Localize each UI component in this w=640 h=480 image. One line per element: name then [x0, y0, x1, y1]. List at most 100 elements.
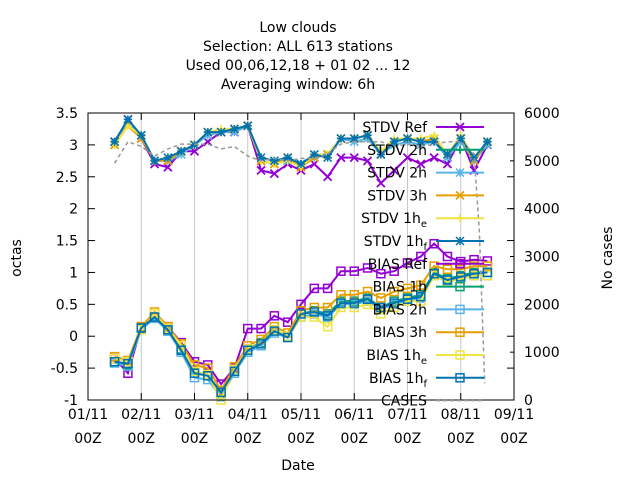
- legend-entry: CASES: [381, 394, 484, 410]
- legend-entry: BIAS Ref: [368, 257, 484, 273]
- legend-label: BIAS 3h: [373, 325, 427, 341]
- data-point: [349, 153, 359, 163]
- series-stdv-1h-f: [110, 114, 492, 169]
- data-point: [482, 267, 493, 278]
- data-point: [123, 114, 133, 124]
- data-point: [322, 283, 333, 294]
- legend-label: BIAS 1h: [373, 280, 427, 296]
- x-tick-label-time: 00Z: [341, 431, 368, 447]
- x-tick-label-time: 00Z: [234, 431, 261, 447]
- data-point: [296, 159, 306, 169]
- legend-entry: BIAS 1he: [366, 348, 484, 367]
- data-point: [416, 251, 426, 262]
- chart-title-line: Averaging window: 6h: [221, 77, 375, 93]
- data-point: [269, 326, 280, 336]
- data-point: [176, 345, 186, 356]
- data-point: [376, 302, 386, 313]
- data-point: [455, 327, 465, 337]
- x-tick-label: 03/11: [174, 407, 214, 423]
- data-point: [429, 153, 439, 163]
- data-point: [336, 266, 346, 276]
- data-point: [123, 358, 133, 369]
- data-point: [416, 280, 426, 290]
- data-point: [309, 283, 320, 294]
- data-point: [402, 133, 413, 144]
- y2-tick-label: 0: [524, 393, 533, 409]
- data-point: [256, 153, 266, 163]
- data-point: [416, 291, 426, 302]
- y2-tick-label: 5000: [524, 154, 560, 170]
- data-point: [349, 133, 359, 144]
- legend-label: STDV 2h: [367, 143, 427, 159]
- x-axis-label: Date: [281, 458, 314, 474]
- data-point: [229, 366, 240, 377]
- legend-entry: STDV 2h: [367, 166, 484, 182]
- data-point: [216, 127, 226, 137]
- data-point: [336, 153, 346, 163]
- data-point: [442, 251, 453, 262]
- data-point: [189, 140, 200, 150]
- data-point: [442, 264, 453, 275]
- data-point: [269, 168, 280, 179]
- data-point: [376, 149, 386, 159]
- data-point: [216, 387, 226, 398]
- y-tick-label: -1: [64, 393, 78, 409]
- data-point: [456, 272, 466, 282]
- data-point: [322, 172, 333, 182]
- data-point: [376, 293, 386, 303]
- data-point: [362, 156, 373, 166]
- legend-label: BIAS 1he: [366, 348, 427, 367]
- x-tick-label: 06/11: [334, 407, 374, 423]
- series-cases: [113, 140, 486, 384]
- data-point: [150, 156, 160, 166]
- x-tick-label-time: 00Z: [287, 431, 314, 447]
- x-tick-label: 01/11: [68, 407, 108, 423]
- legend-label: STDV 1hf: [364, 234, 428, 253]
- x-tick-label: 09/11: [494, 407, 534, 423]
- data-point: [349, 266, 359, 276]
- legend-label: STDV 2h: [367, 166, 427, 182]
- data-point: [229, 124, 239, 134]
- data-point: [243, 121, 253, 131]
- data-point: [243, 323, 253, 334]
- data-point: [442, 149, 452, 159]
- series-line: [114, 264, 488, 393]
- data-point: [296, 299, 306, 310]
- data-point: [416, 159, 426, 169]
- data-point: [269, 156, 279, 166]
- series-bias-1h-f: [109, 267, 493, 398]
- data-point: [402, 153, 413, 163]
- data-point: [469, 268, 479, 279]
- data-point: [442, 275, 453, 285]
- data-point: [163, 325, 173, 335]
- x-axis-ticks: 01/11 00Z 02/11 00Z 03/11 00Z 04/11 00Z 05/11 00Z…: [68, 113, 534, 447]
- data-point: [243, 345, 253, 356]
- y-tick-label: 3.5: [56, 106, 78, 122]
- y-tick-label: 1.5: [56, 234, 78, 250]
- data-point: [455, 236, 465, 246]
- legend-label: STDV 3h: [367, 188, 427, 204]
- x-tick-label-time: 00Z: [128, 431, 155, 447]
- y2-axis-ticks: 0 1000 2000 3000 4000 5000 6000: [510, 106, 560, 409]
- data-point: [110, 137, 120, 147]
- data-point: [456, 145, 464, 154]
- chart-title-line: Low clouds: [259, 20, 336, 36]
- y-axis-ticks: -1 -0.5 0 0.5 1 1.5 2 2.5 3 3.5: [51, 106, 514, 409]
- data-point: [389, 298, 399, 308]
- x-tick-label-time: 00Z: [447, 431, 474, 447]
- chart-title-line: Used 00,06,12,18 + 01 02 ... 12: [186, 58, 411, 74]
- data-point: [149, 312, 160, 322]
- y2-tick-label: 2000: [524, 297, 560, 313]
- x-tick-label: 04/11: [228, 407, 268, 423]
- x-tick-label-time: 00Z: [394, 431, 421, 447]
- y2-tick-label: 1000: [524, 345, 560, 361]
- data-point: [455, 304, 465, 315]
- y2-axis-label: No cases: [600, 227, 616, 290]
- x-tick-label: 08/11: [441, 407, 481, 423]
- data-point: [189, 368, 200, 378]
- y-tick-label: 1: [69, 265, 78, 281]
- data-point: [323, 153, 333, 163]
- data-point: [402, 258, 413, 268]
- data-point: [429, 268, 439, 279]
